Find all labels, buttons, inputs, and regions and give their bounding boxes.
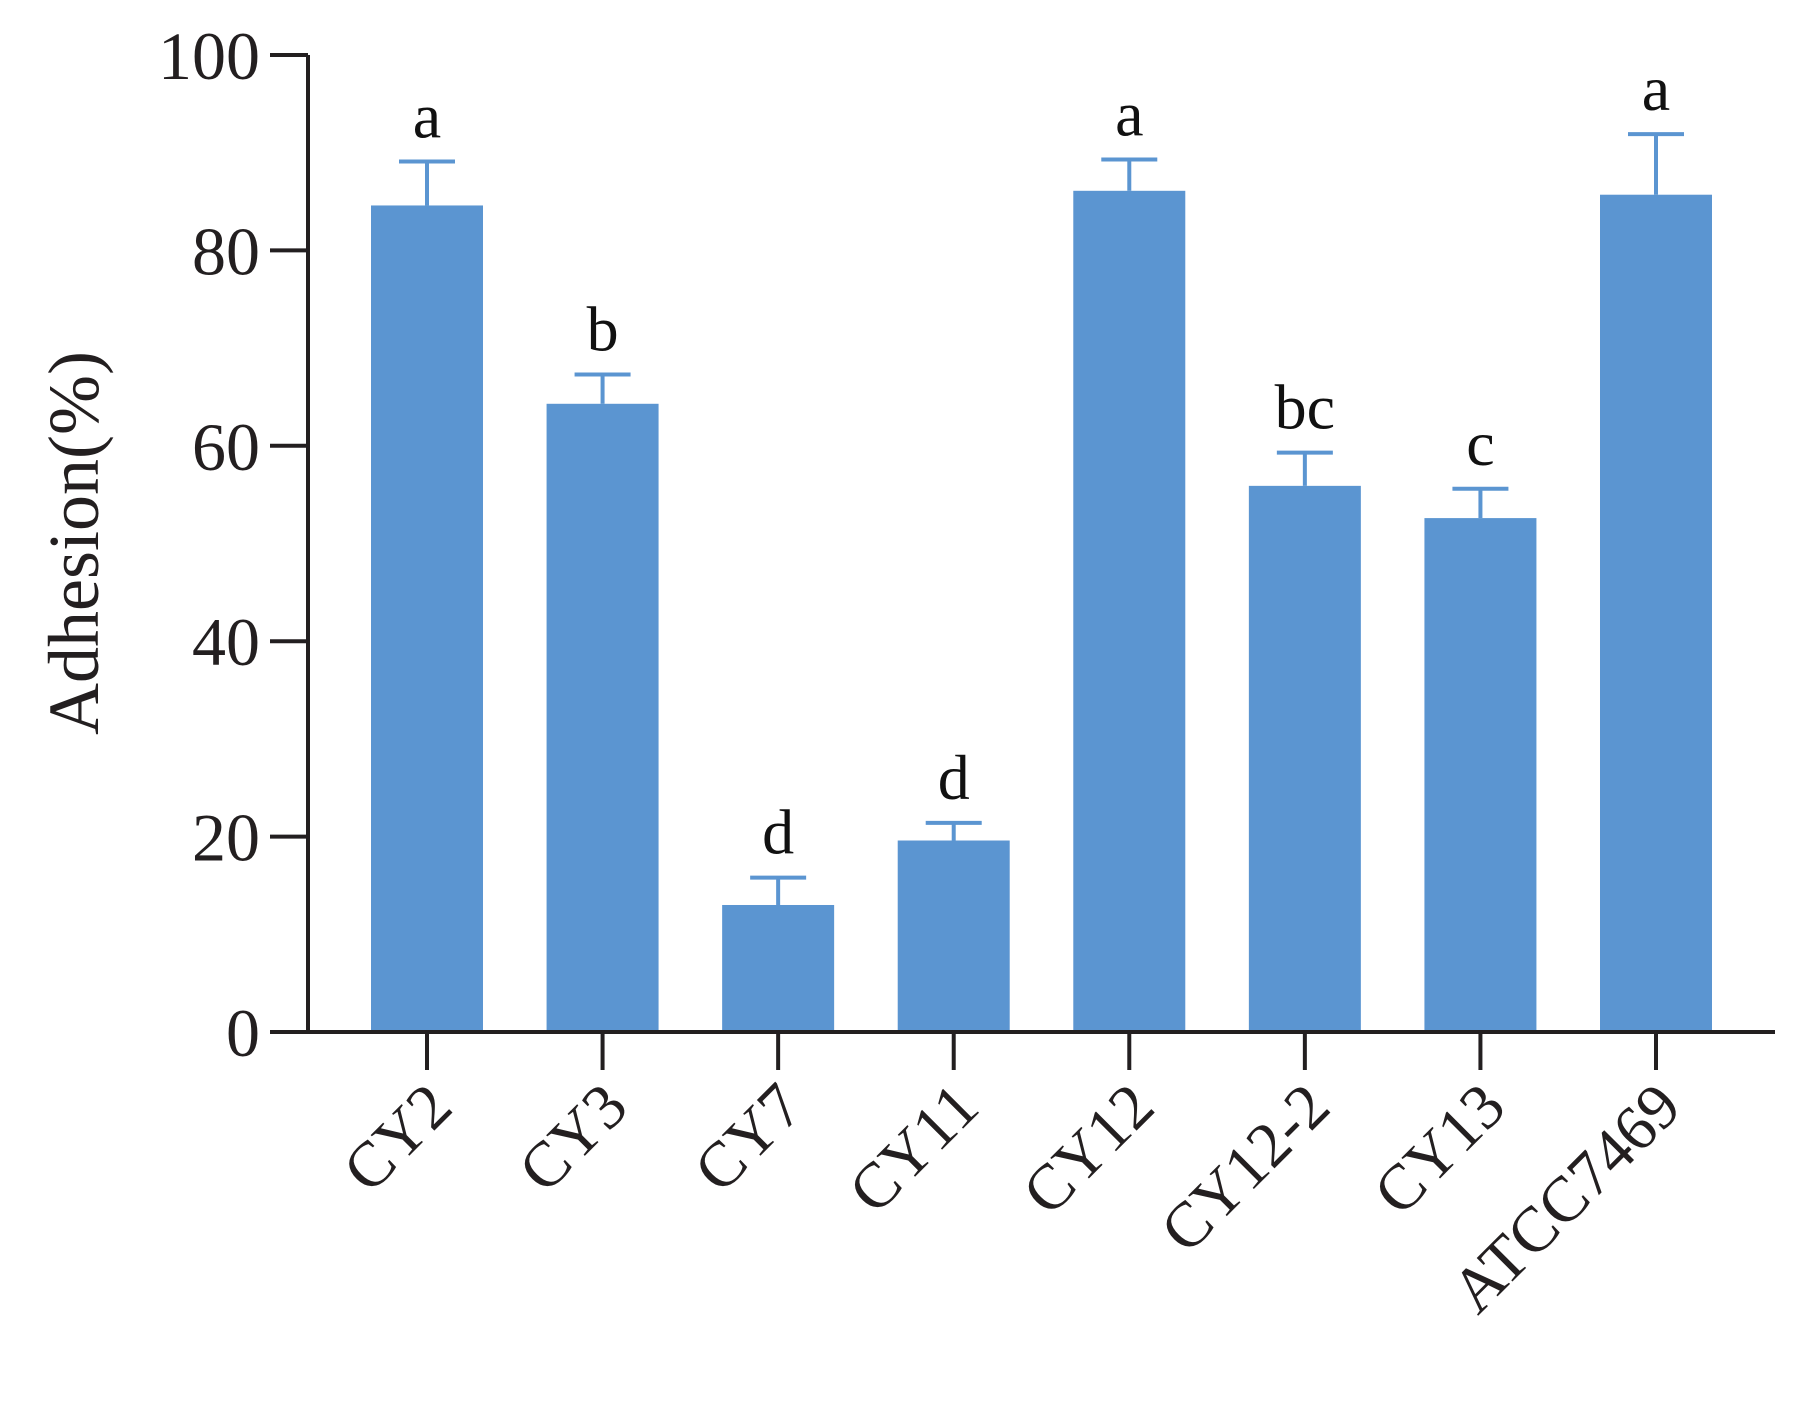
x-tick-label: CY12-2	[1147, 1070, 1343, 1266]
bar-cy12	[1073, 190, 1186, 1033]
significance-letter: c	[1466, 408, 1494, 479]
bar-cy13	[1424, 518, 1537, 1032]
y-ticks: 0 20 40 60 80 100	[158, 18, 308, 1071]
significance-letter: a	[1642, 53, 1670, 124]
y-axis-title: Adhesion(%)	[34, 351, 114, 735]
significance-letters: a b d d a bc c a	[413, 53, 1670, 867]
bar-cy7	[722, 904, 835, 1032]
error-bars	[399, 132, 1684, 905]
y-tick-label: 80	[192, 213, 260, 289]
significance-letter: bc	[1275, 372, 1335, 443]
y-tick-label: 40	[192, 604, 260, 680]
bar-cy3	[546, 403, 659, 1032]
y-tick-label: 20	[192, 800, 260, 876]
significance-letter: d	[762, 797, 794, 868]
bar-cy11	[897, 840, 1010, 1032]
significance-letter: a	[413, 80, 441, 151]
x-tick-label: CY7	[680, 1070, 816, 1206]
bar-atcc7469	[1600, 194, 1712, 1032]
y-tick-label: 0	[226, 995, 260, 1071]
y-tick-label: 60	[192, 409, 260, 485]
significance-letter: b	[587, 293, 619, 364]
bar-cy12-2	[1248, 485, 1361, 1032]
x-tick-label: CY12	[1009, 1070, 1167, 1228]
axes	[306, 55, 1775, 1034]
y-tick-label: 100	[158, 18, 260, 94]
bar-cy2	[371, 205, 483, 1032]
x-tick-label: CY11	[835, 1070, 992, 1227]
x-tick-label: CY2	[329, 1070, 465, 1206]
x-tick-label: CY3	[505, 1070, 641, 1206]
bars	[371, 190, 1712, 1033]
significance-letter: a	[1115, 79, 1143, 150]
significance-letter: d	[938, 742, 970, 813]
x-tick-label: CY13	[1360, 1070, 1518, 1228]
